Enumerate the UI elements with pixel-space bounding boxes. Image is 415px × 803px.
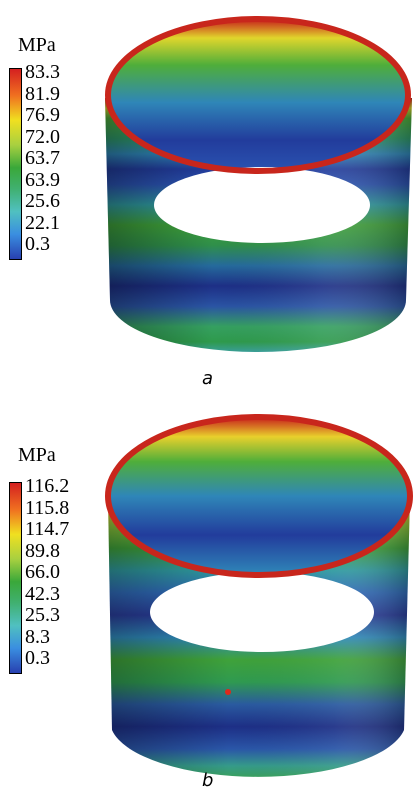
caption-b: b	[202, 770, 214, 791]
legend-label: 25.3	[25, 604, 60, 626]
legend-label: 116.2	[25, 475, 70, 497]
legend-b-colorbar	[9, 482, 22, 674]
legend-label: 81.9	[25, 82, 60, 105]
legend-label: 114.7	[25, 518, 70, 540]
cylinder-a-top-rim	[105, 16, 411, 174]
cylinder-b-inner-wall	[109, 418, 409, 574]
panel-a: MPa 83.3 81.9 76.9 72.0 63.7 63.9 25.6 22.1 0.3 …	[0, 0, 415, 400]
legend-a-colorbar	[9, 68, 22, 260]
caption-a: a	[202, 368, 214, 389]
legend-label: 115.8	[25, 496, 70, 519]
legend-label: 25.6	[25, 190, 60, 212]
legend-label: 89.8	[25, 539, 60, 562]
legend-label: 63.7	[25, 147, 60, 169]
legend-label: 8.3	[25, 625, 50, 648]
panel-b: MPa 116.2 115.8 114.7 89.8 66.0 42.3 25.3 8.3 0.…	[0, 400, 415, 803]
cylinder-a-bottom-opening	[154, 167, 370, 243]
legend-label: 22.1	[25, 211, 60, 234]
cylinder-b-top-rim	[105, 414, 413, 578]
cylinder-b-hotspot	[225, 689, 231, 695]
legend-label: 0.3	[25, 233, 50, 255]
legend-label: 66.0	[25, 561, 60, 583]
legend-label: 0.3	[25, 647, 50, 669]
cylinder-a-inner-wall	[110, 20, 406, 170]
cylinder-b	[105, 414, 413, 777]
legend-label: 72.0	[25, 125, 60, 148]
cylinder-b-bottom-opening	[150, 572, 374, 652]
legend-label: 83.3	[25, 61, 60, 83]
cylinder-a	[105, 16, 412, 352]
legend-label: 76.9	[25, 104, 60, 126]
legend-label: 42.3	[25, 582, 60, 605]
legend-label: 63.9	[25, 168, 60, 191]
legend-a-unit: MPa	[18, 34, 56, 56]
legend-b-unit: MPa	[18, 444, 56, 466]
